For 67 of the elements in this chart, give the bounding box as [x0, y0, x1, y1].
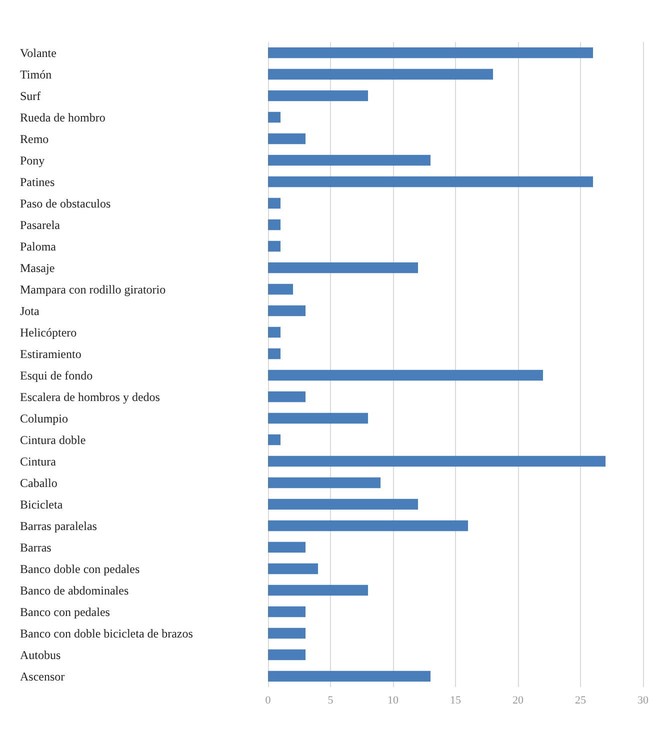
bar — [268, 68, 493, 80]
y-tick-label: Cintura — [20, 454, 57, 468]
bar — [268, 412, 368, 424]
y-tick-label: Pasarela — [20, 218, 61, 232]
y-tick-label: Helicóptero — [20, 325, 77, 340]
x-tick-label: 5 — [328, 694, 334, 706]
y-tick-label: Ascensor — [20, 669, 65, 684]
y-tick-label: Escalera de hombros y dedos — [20, 390, 160, 404]
bar — [268, 284, 293, 295]
y-tick-label: Volante — [20, 46, 56, 60]
bar — [268, 456, 606, 467]
y-tick-label: Paso de obstaculos — [20, 196, 111, 210]
y-tick-label: Patines — [20, 174, 55, 189]
bar — [268, 477, 380, 488]
x-tick-label: 15 — [450, 694, 462, 706]
bar — [268, 154, 430, 166]
x-tick-label: 10 — [388, 694, 399, 706]
bar — [268, 606, 306, 618]
bar — [268, 326, 280, 338]
y-tick-label: Barras paralelas — [20, 518, 98, 533]
x-tick-label: 30 — [638, 694, 649, 706]
bar — [268, 649, 306, 660]
bar — [268, 198, 280, 209]
bar — [268, 434, 280, 446]
y-tick-label: Pony — [20, 153, 45, 168]
bar — [268, 563, 318, 574]
bar — [268, 670, 430, 682]
x-tick-label: 25 — [575, 694, 586, 706]
y-tick-label: Banco con doble bicicleta de brazos — [20, 626, 194, 640]
bar — [268, 90, 368, 102]
bar — [268, 520, 468, 532]
y-tick-label: Caballo — [20, 476, 58, 490]
y-tick-label: Bicicleta — [20, 497, 64, 512]
y-tick-label: Remo — [20, 132, 49, 146]
y-tick-label: Banco con pedales — [20, 604, 110, 619]
y-tick-label: Jota — [20, 304, 40, 318]
y-tick-label: Esqui de fondo — [20, 368, 93, 382]
bar — [268, 348, 280, 360]
x-tick-label: 0 — [265, 694, 272, 706]
bar — [268, 584, 368, 596]
bar — [268, 542, 306, 553]
bar — [268, 628, 306, 639]
y-tick-label: Barras — [20, 540, 52, 554]
y-tick-label: Timón — [20, 67, 52, 82]
bar — [268, 219, 280, 230]
bar — [268, 305, 306, 316]
y-tick-label: Estiramiento — [20, 346, 82, 361]
y-tick-label: Columpio — [20, 411, 68, 426]
bar — [268, 47, 593, 58]
bar — [268, 176, 593, 188]
y-tick-label: Banco de abdominales — [20, 583, 129, 598]
x-tick-label: 20 — [512, 694, 524, 706]
bar — [268, 133, 306, 144]
bar — [268, 391, 306, 402]
y-tick-label: Banco doble con pedales — [20, 562, 140, 576]
y-tick-label: Masaje — [20, 260, 55, 275]
y-tick-label: Mampara con rodillo giratorio — [20, 282, 166, 296]
bar — [268, 262, 418, 274]
bar — [268, 112, 280, 123]
bar — [268, 498, 418, 510]
y-tick-label: Rueda de hombro — [20, 110, 106, 124]
y-tick-label: Cintura doble — [20, 432, 86, 447]
y-tick-label: Paloma — [20, 239, 57, 254]
bar — [268, 370, 543, 381]
bar — [268, 240, 280, 252]
y-tick-label: Autobus — [20, 648, 61, 662]
y-tick-label: Surf — [20, 88, 41, 103]
